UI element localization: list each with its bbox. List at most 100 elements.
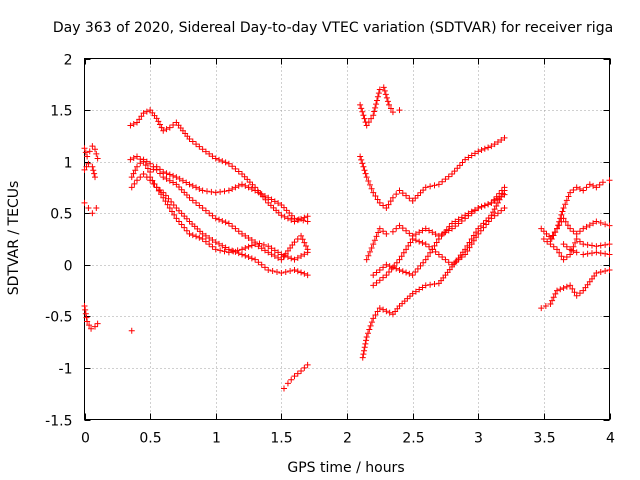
data-point — [281, 204, 287, 211]
data-point — [242, 245, 249, 252]
data-point — [443, 226, 450, 233]
series-1 — [81, 143, 101, 162]
data-point — [361, 347, 368, 354]
data-point — [83, 163, 90, 170]
data-point — [368, 185, 375, 192]
data-point — [229, 223, 236, 230]
data-point — [176, 175, 183, 182]
data-point — [166, 124, 173, 131]
data-point — [427, 249, 434, 256]
data-point — [393, 225, 400, 232]
data-point — [389, 264, 396, 271]
data-point — [399, 190, 406, 197]
data-point — [597, 219, 604, 226]
data-point — [593, 249, 600, 256]
data-point — [294, 254, 301, 261]
data-point — [92, 323, 98, 330]
data-point — [468, 241, 475, 248]
data-point — [301, 239, 308, 246]
data-point — [151, 180, 158, 187]
data-point — [302, 242, 309, 249]
data-point — [366, 248, 373, 255]
data-point — [170, 122, 177, 129]
data-point — [403, 246, 410, 253]
data-point — [382, 91, 389, 98]
data-point — [163, 126, 170, 133]
data-point — [406, 230, 413, 237]
data-point — [580, 225, 587, 232]
data-point — [178, 186, 185, 193]
data-point — [137, 174, 144, 181]
data-point — [357, 153, 364, 160]
data-point — [593, 243, 600, 250]
data-point — [134, 153, 140, 160]
data-point — [164, 201, 171, 208]
data-point — [363, 174, 370, 181]
data-point — [376, 277, 383, 284]
data-point — [248, 185, 255, 192]
data-point — [147, 168, 154, 175]
data-point — [258, 261, 265, 268]
x-tick-label: 1.5 — [270, 431, 292, 447]
data-point — [606, 241, 613, 248]
y-tick-label: 1 — [64, 156, 73, 172]
data-point — [246, 179, 253, 186]
data-point — [586, 181, 593, 188]
data-point — [202, 238, 209, 245]
data-point — [490, 209, 497, 216]
data-point — [261, 192, 268, 199]
series-12 — [357, 84, 403, 129]
data-point — [173, 215, 180, 222]
data-point — [235, 168, 242, 175]
data-point — [199, 205, 206, 212]
data-point — [475, 148, 482, 155]
data-point — [549, 297, 556, 304]
data-point — [359, 160, 366, 167]
data-point — [383, 230, 390, 237]
data-point — [176, 184, 182, 191]
data-point — [596, 181, 603, 188]
data-point — [470, 237, 477, 244]
data-point — [222, 159, 229, 166]
data-point — [189, 232, 196, 239]
data-point — [160, 127, 167, 134]
data-point — [265, 194, 272, 201]
data-point — [552, 290, 559, 297]
data-point — [360, 351, 367, 358]
data-point — [383, 94, 390, 101]
data-point — [196, 202, 203, 209]
data-point — [258, 191, 265, 198]
data-point — [384, 98, 391, 105]
data-point — [602, 241, 609, 248]
data-point — [230, 248, 237, 255]
data-point — [431, 281, 438, 288]
data-point — [431, 182, 438, 189]
data-point — [547, 241, 554, 248]
data-point — [128, 327, 135, 334]
data-point — [229, 163, 236, 170]
data-point — [265, 266, 272, 273]
data-point — [134, 177, 140, 184]
data-point — [158, 124, 165, 131]
axis-ticks: 0 0.5 1 1.5 2 2.5 3 3.5 4 -1.5 -1 -0.5 0 0.5 1 1.5 2 — [45, 53, 615, 447]
data-point — [304, 361, 311, 368]
data-point — [156, 170, 163, 177]
y-tick-label: 0.5 — [50, 207, 72, 223]
data-point — [573, 292, 580, 299]
data-point — [202, 232, 209, 239]
data-point — [363, 337, 370, 344]
data-point — [374, 97, 380, 104]
data-point — [449, 261, 455, 268]
data-point — [538, 225, 545, 232]
series-22 — [560, 241, 613, 258]
data-point — [260, 241, 267, 248]
data-point — [419, 227, 426, 234]
data-point — [465, 210, 472, 217]
data-point — [170, 172, 177, 179]
data-point — [358, 105, 365, 112]
data-point — [567, 282, 574, 289]
data-point — [153, 166, 160, 173]
data-point — [442, 176, 449, 183]
data-point — [222, 219, 229, 226]
data-point — [219, 242, 226, 249]
